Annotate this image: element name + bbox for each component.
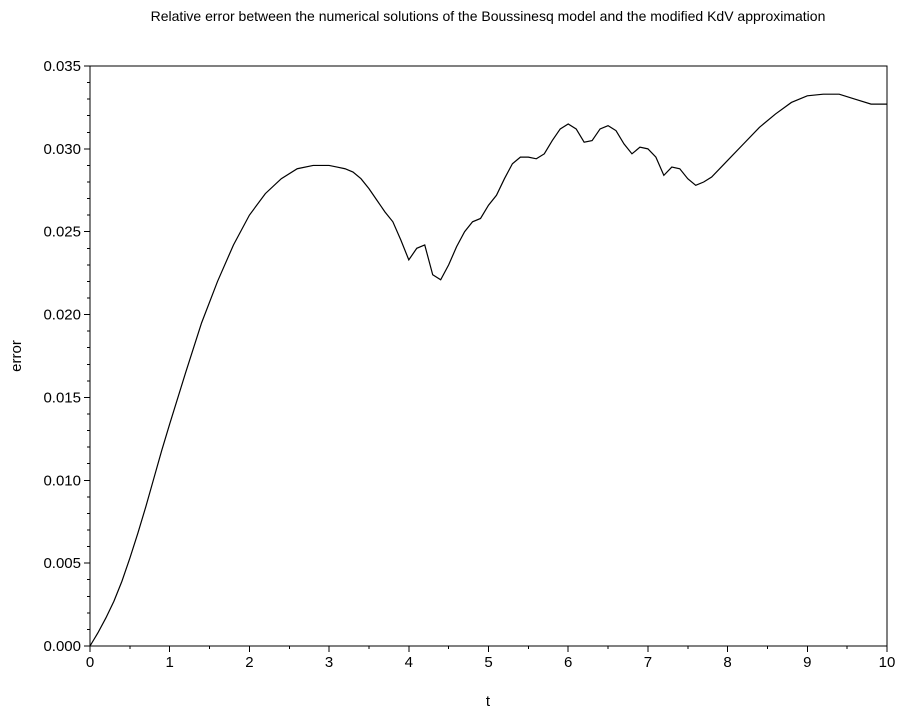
y-tick-label: 0.025 [43,224,81,241]
y-axis-label: error [8,340,25,372]
y-tick-label: 0.010 [43,472,81,489]
y-tick-label: 0.015 [43,389,81,406]
x-tick-label: 8 [723,654,731,671]
y-axis-ticks: 0.000 0.005 0.010 0.015 0.020 0.025 0.030 0.035 [43,58,90,655]
y-tick-label: 0.035 [43,58,81,75]
x-tick-label: 3 [325,654,333,671]
x-tick-label: 10 [879,654,896,671]
x-tick-label: 1 [166,654,174,671]
x-tick-label: 5 [484,654,492,671]
x-tick-label: 9 [803,654,811,671]
x-tick-label: 6 [564,654,572,671]
plot-frame [89,65,888,647]
y-tick-label: 0.000 [43,638,81,655]
series-line [89,93,887,647]
x-axis-ticks: 0 1 2 3 4 5 6 7 8 9 10 [86,646,896,671]
x-tick-label: 0 [86,654,94,671]
y-tick-label: 0.030 [43,141,81,158]
x-tick-label: 4 [405,654,413,671]
x-tick-label: 7 [644,654,652,671]
chart-title: Relative error between the numerical sol… [151,8,826,24]
x-tick-label: 2 [245,654,253,671]
y-tick-label: 0.020 [43,307,81,324]
y-tick-label: 0.005 [43,555,81,572]
x-axis-label: t [486,693,491,710]
